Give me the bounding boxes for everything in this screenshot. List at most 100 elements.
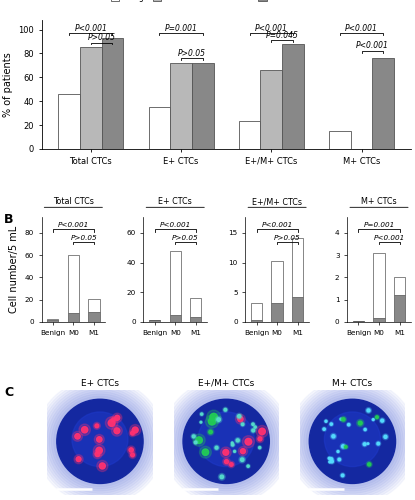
Ellipse shape [376,441,381,446]
Ellipse shape [366,442,369,445]
Ellipse shape [193,434,205,446]
Ellipse shape [234,450,236,452]
Ellipse shape [259,446,261,448]
Ellipse shape [327,456,331,460]
Ellipse shape [215,446,218,449]
Text: P=0.001: P=0.001 [165,24,198,32]
Ellipse shape [258,437,262,441]
Bar [374,318,385,322]
Bar [292,238,303,297]
Bar [394,295,405,322]
Text: E+/M+ CTCs: E+/M+ CTCs [252,198,302,206]
Ellipse shape [340,416,347,422]
Ellipse shape [252,429,255,432]
Ellipse shape [229,462,233,466]
Ellipse shape [366,408,371,414]
Ellipse shape [253,425,257,429]
Bar [329,131,351,149]
Ellipse shape [115,416,120,420]
Ellipse shape [337,450,339,452]
Ellipse shape [105,417,118,429]
Ellipse shape [368,463,371,466]
Ellipse shape [82,426,88,433]
Bar [282,44,304,149]
Ellipse shape [371,418,375,421]
Ellipse shape [340,444,346,450]
Ellipse shape [207,410,221,424]
Ellipse shape [74,454,83,464]
Ellipse shape [97,436,102,442]
Ellipse shape [238,446,248,456]
Ellipse shape [322,427,326,432]
Ellipse shape [377,442,380,445]
Ellipse shape [342,445,345,448]
Text: P=0.001: P=0.001 [364,222,395,228]
Ellipse shape [356,420,364,426]
Ellipse shape [240,458,244,462]
Ellipse shape [358,421,362,425]
Ellipse shape [332,434,335,438]
Bar [80,48,102,149]
Ellipse shape [239,456,245,463]
Ellipse shape [210,414,217,421]
Bar [251,320,262,322]
Ellipse shape [363,443,366,446]
Bar [149,107,170,149]
Bar [374,253,385,318]
Bar [68,255,79,313]
Text: P>0.05: P>0.05 [70,235,97,241]
Ellipse shape [76,457,81,462]
Ellipse shape [251,422,255,426]
Text: A: A [5,0,14,1]
Ellipse shape [252,423,254,426]
Ellipse shape [245,438,252,445]
Ellipse shape [110,416,117,424]
Bar [88,312,100,322]
Ellipse shape [337,457,342,462]
Ellipse shape [366,462,372,468]
Bar [47,320,59,322]
Ellipse shape [381,419,384,422]
Text: P<0.001: P<0.001 [356,42,389,50]
Bar [170,63,192,149]
Ellipse shape [232,444,234,446]
Ellipse shape [328,460,331,464]
Ellipse shape [254,426,256,428]
Ellipse shape [200,413,203,415]
Ellipse shape [324,420,328,423]
Text: P=0.045: P=0.045 [266,30,298,40]
Ellipse shape [342,418,345,421]
Ellipse shape [330,434,337,440]
Y-axis label: Cell number/5 mL: Cell number/5 mL [9,226,19,313]
Ellipse shape [336,450,340,453]
Ellipse shape [224,408,227,411]
Ellipse shape [325,412,381,467]
Ellipse shape [240,448,245,454]
Title: E+ CTCs: E+ CTCs [81,378,119,388]
Bar [192,63,214,149]
Ellipse shape [205,415,218,428]
Text: P<0.001: P<0.001 [74,24,107,32]
Ellipse shape [258,446,261,450]
Ellipse shape [348,424,350,426]
Bar [170,314,181,322]
Ellipse shape [223,408,228,412]
Ellipse shape [94,434,104,444]
Ellipse shape [235,438,241,443]
Bar [261,70,282,149]
Ellipse shape [338,458,341,460]
Ellipse shape [246,464,250,468]
Ellipse shape [228,461,235,468]
Bar [394,278,405,295]
Ellipse shape [225,460,229,464]
Ellipse shape [112,418,115,422]
Title: E+/M+ CTCs: E+/M+ CTCs [198,378,254,388]
Text: P<0.001: P<0.001 [261,222,293,228]
Ellipse shape [112,413,122,422]
Ellipse shape [220,475,224,478]
Ellipse shape [340,473,345,478]
Ellipse shape [384,435,387,438]
Ellipse shape [75,434,80,439]
Ellipse shape [256,435,264,442]
Text: C: C [4,386,13,399]
